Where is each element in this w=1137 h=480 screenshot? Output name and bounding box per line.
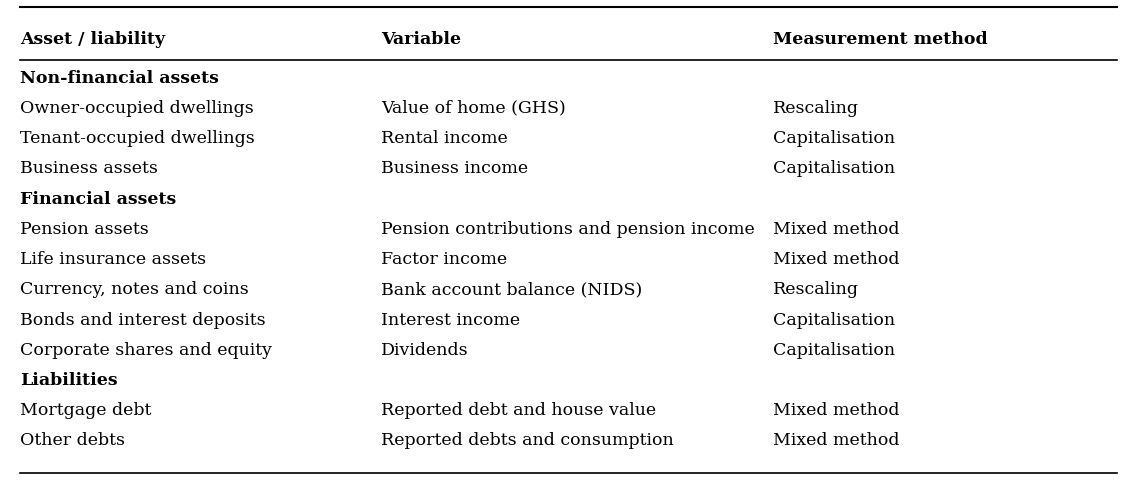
- Text: Other debts: Other debts: [20, 432, 125, 449]
- Text: Rescaling: Rescaling: [773, 100, 860, 117]
- Text: Owner-occupied dwellings: Owner-occupied dwellings: [20, 100, 255, 117]
- Text: Corporate shares and equity: Corporate shares and equity: [20, 342, 273, 359]
- Text: Asset / liability: Asset / liability: [20, 31, 166, 48]
- Text: Capitalisation: Capitalisation: [773, 312, 895, 328]
- Text: Mixed method: Mixed method: [773, 221, 899, 238]
- Text: Non-financial assets: Non-financial assets: [20, 70, 219, 86]
- Text: Interest income: Interest income: [381, 312, 520, 328]
- Text: Reported debt and house value: Reported debt and house value: [381, 402, 656, 419]
- Text: Life insurance assets: Life insurance assets: [20, 251, 207, 268]
- Text: Pension assets: Pension assets: [20, 221, 149, 238]
- Text: Business assets: Business assets: [20, 160, 158, 177]
- Text: Mixed method: Mixed method: [773, 251, 899, 268]
- Text: Bonds and interest deposits: Bonds and interest deposits: [20, 312, 266, 328]
- Text: Capitalisation: Capitalisation: [773, 342, 895, 359]
- Text: Rental income: Rental income: [381, 130, 507, 147]
- Text: Capitalisation: Capitalisation: [773, 160, 895, 177]
- Text: Mortgage debt: Mortgage debt: [20, 402, 152, 419]
- Text: Reported debts and consumption: Reported debts and consumption: [381, 432, 673, 449]
- Text: Measurement method: Measurement method: [773, 31, 988, 48]
- Text: Bank account balance (NIDS): Bank account balance (NIDS): [381, 281, 642, 298]
- Text: Variable: Variable: [381, 31, 460, 48]
- Text: Dividends: Dividends: [381, 342, 468, 359]
- Text: Mixed method: Mixed method: [773, 432, 899, 449]
- Text: Currency, notes and coins: Currency, notes and coins: [20, 281, 249, 298]
- Text: Factor income: Factor income: [381, 251, 507, 268]
- Text: Financial assets: Financial assets: [20, 191, 176, 207]
- Text: Pension contributions and pension income: Pension contributions and pension income: [381, 221, 755, 238]
- Text: Tenant-occupied dwellings: Tenant-occupied dwellings: [20, 130, 255, 147]
- Text: Value of home (GHS): Value of home (GHS): [381, 100, 565, 117]
- Text: Liabilities: Liabilities: [20, 372, 118, 389]
- Text: Mixed method: Mixed method: [773, 402, 899, 419]
- Text: Business income: Business income: [381, 160, 528, 177]
- Text: Rescaling: Rescaling: [773, 281, 860, 298]
- Text: Capitalisation: Capitalisation: [773, 130, 895, 147]
